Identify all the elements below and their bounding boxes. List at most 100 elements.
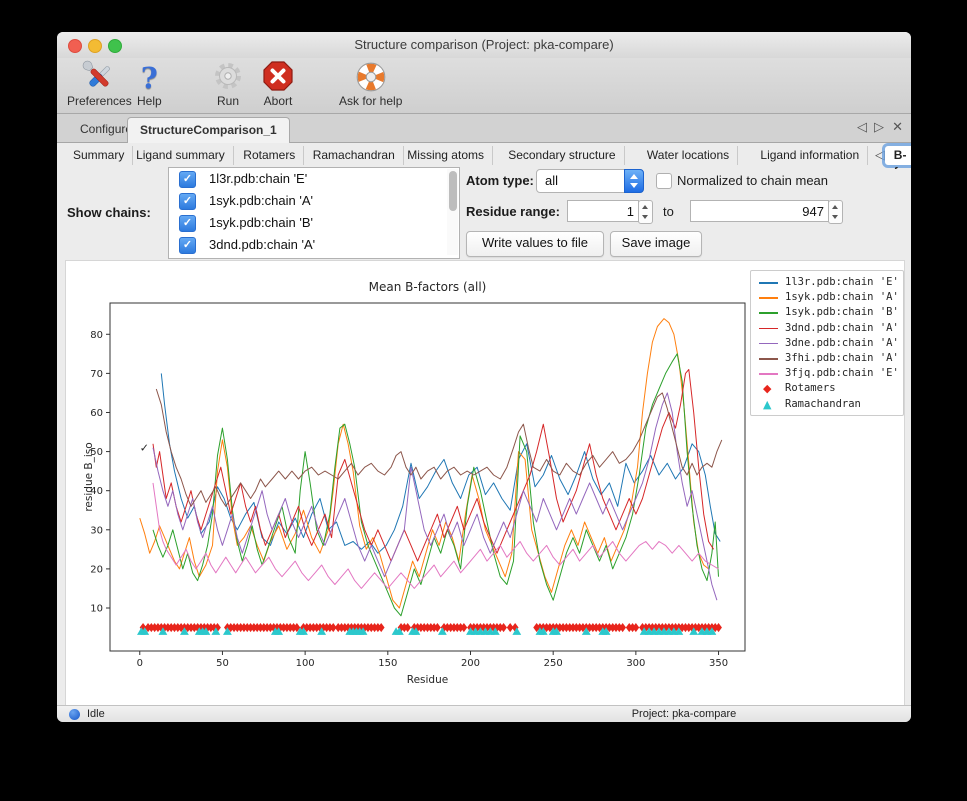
chain-checkbox[interactable]: ✓ — [179, 215, 196, 232]
chain-checkbox[interactable]: ✓ — [179, 171, 196, 188]
toolbar-button-abort[interactable]: Abort — [262, 60, 294, 108]
rotamers-marker — [293, 622, 301, 633]
ramachandran-marker — [274, 627, 284, 635]
app-window: Structure comparison (Project: pka-compa… — [57, 32, 911, 722]
y-tick-label: 70 — [90, 369, 103, 380]
chain-list-item[interactable]: ✓ 3dnd.pdb:chain 'A' — [169, 234, 459, 256]
legend-line-swatch — [759, 297, 778, 299]
toolbar-button-preferences[interactable]: Preferences — [67, 60, 132, 108]
legend-entry: 1syk.pdb:chain 'B' — [751, 305, 903, 320]
residue-to-stepper[interactable] — [828, 200, 843, 224]
rotamers-marker — [500, 622, 507, 633]
subtab-scroll-left-icon[interactable]: ◁ — [875, 148, 885, 163]
x-tick-label: 200 — [461, 658, 480, 669]
residue-from-stepper[interactable] — [638, 200, 653, 224]
tab-scroll-right-icon[interactable]: ▷ — [874, 120, 884, 135]
series-line — [155, 388, 723, 507]
chain-list[interactable]: ✓ 1l3r.pdb:chain 'E' ✓ 1syk.pdb:chain 'A' ✓ 1… — [168, 167, 460, 259]
tab-configure[interactable]: Configure — [80, 122, 133, 136]
legend-entry: 3fhi.pdb:chain 'A' — [751, 351, 903, 366]
toolbar-button-run[interactable]: Run — [212, 60, 244, 108]
rotamers-marker — [619, 622, 627, 633]
save-image-button[interactable]: Save image — [610, 231, 702, 257]
toolbar-button-label: Preferences — [67, 94, 132, 108]
ramachandran-marker — [411, 627, 421, 635]
x-tick-label: 150 — [378, 658, 397, 669]
chain-checkbox[interactable]: ✓ — [179, 237, 196, 254]
chain-list-item[interactable]: ✓ 1l3r.pdb:chain 'E' — [169, 168, 459, 190]
y-axis-label: residue B_iso — [84, 442, 95, 511]
atom-type-value: all — [545, 173, 559, 188]
minimize-window-button[interactable] — [88, 39, 102, 53]
legend-entry: 3dne.pdb:chain 'A' — [751, 336, 903, 351]
subtab-ramachandran[interactable]: Ramachandran — [305, 146, 404, 165]
chain-list-item[interactable]: ✓ 1syk.pdb:chain 'A' — [169, 190, 459, 212]
tools-icon — [67, 60, 132, 96]
x-tick-label: 250 — [544, 658, 563, 669]
legend-line-swatch — [759, 342, 778, 345]
plot-frame — [109, 302, 746, 652]
ramachandran-marker — [180, 627, 189, 635]
close-window-button[interactable] — [68, 39, 82, 53]
controls-panel: Show chains: ✓ 1l3r.pdb:chain 'E' ✓ 1syk.pd… — [57, 167, 911, 265]
subtab-missing-atoms[interactable]: Missing atoms — [399, 146, 493, 165]
x-tick-label: 100 — [296, 658, 315, 669]
ramachandran-marker — [317, 627, 327, 635]
atom-type-dropdown[interactable]: all — [536, 169, 644, 193]
zoom-window-button[interactable] — [108, 39, 122, 53]
legend-entry: 1l3r.pdb:chain 'E' — [751, 275, 903, 290]
ramachandran-marker — [707, 627, 717, 635]
toolbar-button-ask-for-help[interactable]: Ask for help — [339, 60, 402, 108]
legend-entry: ◆ Rotamers — [751, 381, 903, 396]
subtab-rotamers[interactable]: Rotamers — [235, 146, 305, 165]
subtab-water-locations[interactable]: Water locations — [639, 146, 739, 165]
normalized-checkbox[interactable] — [656, 173, 672, 189]
gear-icon — [212, 60, 244, 96]
residue-to-input[interactable] — [690, 200, 829, 222]
legend-label: 1l3r.pdb:chain 'E' — [785, 276, 899, 288]
chain-list-item[interactable]: ✓ 1syk.pdb:chain 'B' — [169, 212, 459, 234]
subtab-secondary-structure[interactable]: Secondary structure — [500, 146, 625, 165]
chain-list-scrollbar-thumb[interactable] — [448, 171, 457, 211]
series-line — [152, 369, 715, 562]
legend-label: 3dnd.pdb:chain 'A' — [785, 321, 899, 334]
legend-label: 3dne.pdb:chain 'A' — [785, 336, 899, 349]
toolbar-button-help[interactable]: ? Help — [137, 60, 162, 108]
y-tick-label: 80 — [90, 330, 103, 341]
residue-from-input[interactable] — [567, 200, 639, 222]
y-tick-label: 60 — [90, 408, 103, 419]
diamond-icon: ◆ — [763, 382, 772, 396]
rotamers-marker — [329, 622, 337, 633]
subtab-ligand-summary[interactable]: Ligand summary — [128, 146, 234, 165]
toolbar-button-label: Help — [137, 94, 162, 108]
x-tick-label: 0 — [137, 658, 143, 669]
chain-label: 3dnd.pdb:chain 'A' — [209, 237, 316, 252]
status-dot-icon — [69, 708, 80, 720]
tab-structurecomparison_1[interactable]: StructureComparison_1 — [127, 117, 290, 143]
subtab-b-factors[interactable]: B-factors — [884, 146, 911, 179]
chain-list-scrollbar[interactable] — [447, 169, 458, 255]
write-values-button[interactable]: Write values to file — [466, 231, 604, 257]
legend-entry: 1syk.pdb:chain 'A' — [751, 290, 903, 305]
range-to-label: to — [663, 204, 674, 219]
toolbar-button-label: Ask for help — [339, 94, 403, 108]
ramachandran-marker — [140, 627, 150, 635]
status-text: Idle — [87, 708, 105, 720]
residue-range-label: Residue range: — [466, 204, 560, 219]
ramachandran-marker — [689, 627, 699, 635]
tab-scroll-left-icon[interactable]: ◁ — [857, 120, 867, 135]
y-tick-label: 20 — [90, 564, 103, 575]
ramachandran-marker — [358, 627, 368, 635]
subtab-ligand-information[interactable]: Ligand information — [752, 146, 869, 165]
series-line — [152, 392, 718, 601]
toolbar-button-label: Abort — [263, 94, 293, 108]
subtab-summary[interactable]: Summary — [65, 146, 134, 165]
series-line — [152, 482, 719, 589]
ramachandran-marker — [394, 627, 404, 635]
normalized-label: Normalized to chain mean — [677, 173, 829, 188]
tab-close-icon[interactable]: ✕ — [892, 120, 903, 135]
rotamers-marker — [434, 622, 441, 633]
chain-checkbox[interactable]: ✓ — [179, 193, 196, 210]
toolbar-button-label: Run — [216, 94, 239, 108]
